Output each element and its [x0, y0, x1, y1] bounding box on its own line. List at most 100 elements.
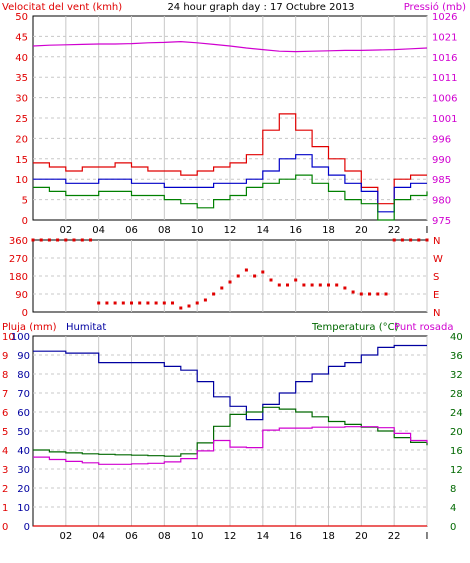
y-tick-label: 1016 [432, 53, 457, 64]
y-tick-label: 996 [432, 134, 451, 145]
wind-direction-point [359, 292, 363, 296]
y-tick-label: 15 [15, 155, 28, 166]
y-tick-label: 35 [15, 73, 28, 84]
wind-direction-point [121, 301, 125, 305]
x-tick-label: 22 [388, 531, 401, 542]
x-tick-label: 08 [158, 531, 171, 542]
y-tick-label: 3 [2, 465, 8, 476]
y-tick-label: 20 [15, 134, 28, 145]
x-tick-label: 16 [289, 531, 302, 542]
dew-point-axis-label: Punt rosada [394, 322, 453, 333]
y-tick-label: 32 [450, 370, 463, 381]
y-tick-label: 8 [2, 370, 8, 381]
temperature-axis-label: Temperatura (°C) [311, 322, 399, 333]
y-tick-label: 16 [450, 446, 463, 457]
wind-pressure-series [32, 40, 428, 221]
wind-direction-point [253, 274, 257, 278]
wind-direction-point [384, 292, 388, 296]
y-tick-label: 30 [17, 465, 30, 476]
y-tick-label: 50 [17, 427, 30, 438]
wind-direction-point [310, 283, 314, 287]
y-tick-label: 20 [450, 427, 463, 438]
y-tick-label: 0 [450, 522, 456, 533]
wind-direction-point [89, 238, 92, 242]
wind-direction-point [392, 238, 396, 242]
y-tick-label: 10 [2, 332, 15, 343]
y-tick-label: 1026 [432, 12, 457, 23]
wind-direction-point [195, 301, 199, 305]
wind-direction-point [294, 278, 298, 282]
y-tick-label: 1001 [432, 114, 457, 125]
wind-direction-point [80, 238, 84, 242]
y-tick-label: 9 [2, 351, 8, 362]
x-tick-label: 14 [256, 531, 269, 542]
wind-direction-point [171, 301, 174, 305]
y-tick-label: 1021 [432, 32, 457, 43]
x-tick-label: 12 [224, 225, 237, 236]
wind-direction-point [343, 286, 347, 290]
wind-direction-point [236, 274, 240, 278]
y-tick-label: 985 [432, 175, 451, 186]
wind-direction-point [409, 238, 413, 242]
x-tick-label: 20 [355, 531, 368, 542]
wind-direction-point [146, 301, 150, 305]
wind-average-line [33, 154, 427, 213]
wind-direction-point [335, 283, 339, 287]
x-tick-label: I [426, 225, 429, 236]
y-tick-label: 50 [15, 12, 28, 23]
wind-direction-point [368, 292, 371, 296]
x-tick-label: 04 [92, 531, 105, 542]
wind-direction-point [130, 301, 133, 305]
x-tick-label: 22 [388, 225, 401, 236]
y-tick-label: 2 [2, 484, 8, 495]
rain-axis-label: Pluja (mm) [2, 322, 57, 333]
x-tick-label: 10 [191, 531, 204, 542]
wind-gust-line [33, 113, 427, 205]
x-tick-label: 18 [322, 531, 335, 542]
y-tick-label: 36 [450, 351, 463, 362]
wind-direction-point [425, 238, 429, 242]
y-tick-label: 28 [450, 389, 463, 400]
wind-direction-point [228, 280, 232, 284]
wind-direction-point [56, 238, 60, 242]
x-tick-label: 06 [125, 225, 138, 236]
humidity-axis-label: Humitat [66, 322, 106, 333]
y-tick-label: 0 [2, 522, 8, 533]
wind-direction-point [244, 268, 248, 272]
y-tick-label: 4 [2, 446, 8, 457]
wind-direction-point [72, 238, 76, 242]
y-tick-label: 45 [15, 32, 28, 43]
x-tick-label: 14 [256, 225, 269, 236]
pressure-line [32, 40, 428, 53]
y-tick-label: 1006 [432, 94, 457, 105]
y-tick-label: 270 [9, 254, 28, 265]
y-tick-label: 360 [9, 236, 28, 247]
y-tick-label: 10 [17, 503, 30, 514]
wind-direction-point [417, 238, 421, 242]
x-tick-label: 02 [59, 531, 72, 542]
wind-direction-point [277, 283, 281, 287]
y-tick-label: E [433, 290, 439, 301]
x-tick-label: 08 [158, 225, 171, 236]
wind-direction-point [286, 283, 289, 287]
rain-humidity-temperature-grid [33, 336, 428, 526]
x-tick-label: 02 [59, 225, 72, 236]
x-tick-label: 18 [322, 225, 335, 236]
y-tick-label: 8 [450, 484, 456, 495]
y-tick-label: 40 [17, 446, 30, 457]
wind-direction-point [327, 283, 330, 287]
y-tick-label: 7 [2, 389, 8, 400]
wind-direction-point [376, 292, 380, 296]
y-tick-label: W [433, 254, 443, 265]
y-tick-label: 70 [17, 389, 30, 400]
wind-direction-point [162, 301, 166, 305]
y-tick-label: 0 [22, 216, 28, 227]
y-tick-label: 60 [17, 408, 30, 419]
